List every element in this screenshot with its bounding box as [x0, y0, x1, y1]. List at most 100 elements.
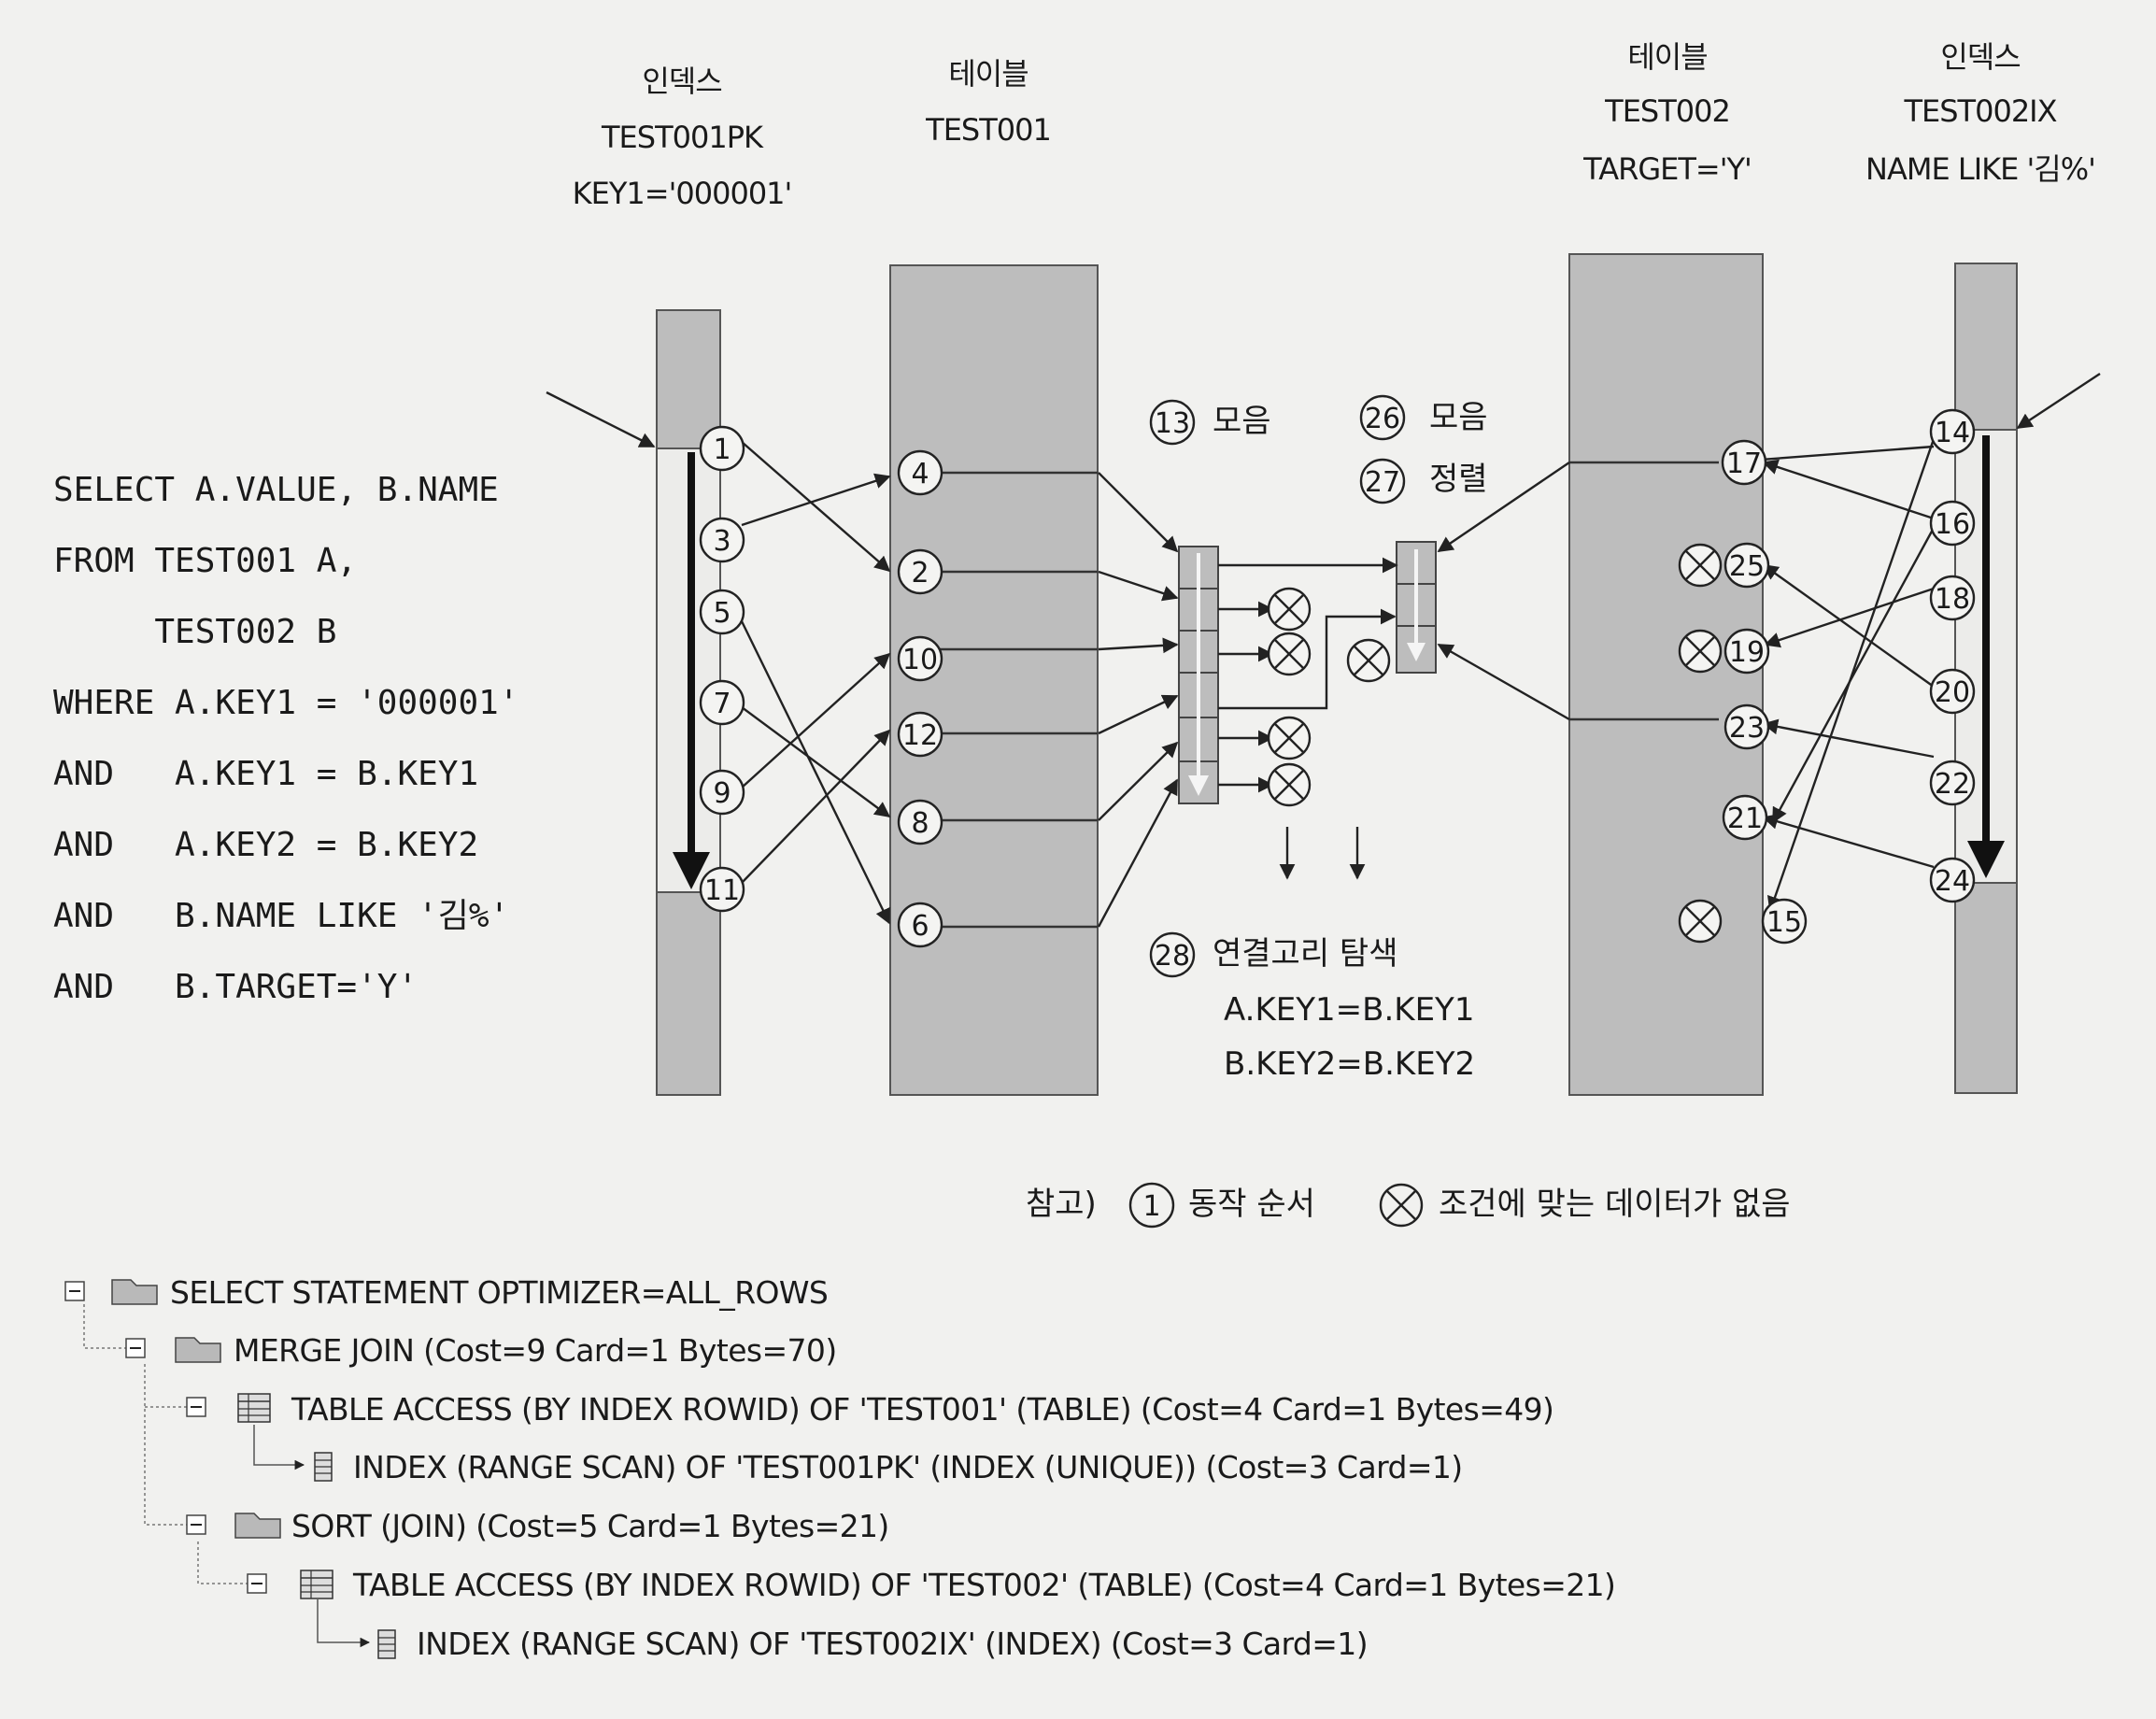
table-icon — [237, 1393, 271, 1423]
header-line: NAME LIKE '김%' — [1865, 151, 2095, 187]
collapse-toggle-icon[interactable] — [247, 1573, 267, 1594]
step-marker: 18 — [1929, 575, 1976, 621]
collapse-toggle-icon[interactable] — [186, 1514, 206, 1535]
step-marker: 20 — [1929, 668, 1976, 715]
collapse-toggle-icon[interactable] — [64, 1281, 85, 1301]
step-circle — [897, 711, 943, 758]
legend-order-label: 동작 순서 — [1188, 1186, 1315, 1223]
header-line: 인덱스 — [642, 64, 721, 99]
step-number: 14 — [1935, 417, 1970, 449]
header-line: TEST001PK — [601, 120, 764, 155]
step-circle — [897, 635, 943, 682]
step-number: 2 — [911, 557, 929, 590]
execution-plan-tree: SELECT STATEMENT OPTIMIZER=ALL_ROWS MERG… — [64, 1274, 1616, 1662]
header-line: 테이블 — [1627, 39, 1707, 75]
step-marker: 6 — [897, 902, 943, 948]
index-icon — [314, 1452, 333, 1482]
label-collect-13: 모음 — [1213, 403, 1271, 440]
label-join-cond-1: A.KEY1=B.KEY1 — [1224, 991, 1474, 1029]
step-marker: 3 — [699, 517, 745, 563]
step-number: 11 — [704, 874, 740, 907]
plan-node-label: TABLE ACCESS (BY INDEX ROWID) OF 'TEST00… — [291, 1391, 1553, 1428]
legend: 참고) 1 동작 순서 조건에 맞는 데이터가 없음 — [1026, 1182, 1791, 1229]
step-marker: 1 — [699, 425, 745, 472]
label-join-cond-2: B.KEY2=B.KEY2 — [1224, 1045, 1475, 1083]
step-circle — [699, 517, 745, 563]
step-circle — [1929, 408, 1976, 455]
no-match-icon — [1678, 899, 1723, 944]
step-number: 4 — [911, 458, 929, 490]
step-marker: 10 — [897, 635, 943, 682]
index-test001pk-bar — [546, 309, 721, 1096]
plan-node-table-access-test001: TABLE ACCESS (BY INDEX ROWID) OF 'TEST00… — [186, 1391, 1554, 1428]
no-match-marks — [1267, 543, 1723, 944]
no-match-icon — [1267, 632, 1312, 676]
access-arrows-test001 — [740, 441, 891, 925]
step-number: 5 — [713, 597, 730, 630]
step-marker: 12 — [897, 711, 943, 758]
collapse-toggle-icon[interactable] — [186, 1397, 206, 1417]
sql-line: FROM TEST001 A, — [53, 542, 357, 580]
header-line: TEST002IX — [1903, 93, 2056, 129]
step-circle — [1761, 898, 1808, 945]
collapse-toggle-icon[interactable] — [125, 1338, 146, 1358]
step-circle — [1149, 399, 1196, 446]
header-line: 테이블 — [948, 56, 1028, 92]
step-number: 15 — [1766, 906, 1802, 939]
step-marker: 19 — [1723, 628, 1770, 675]
step-number: 20 — [1935, 676, 1970, 709]
plan-node-sort-join: SORT (JOIN) (Cost=5 Card=1 Bytes=21) — [186, 1508, 889, 1544]
header-index-test001pk: 인덱스 TEST001PK KEY1='000001' — [573, 64, 793, 211]
collector-left — [1178, 546, 1219, 804]
table-icon — [300, 1570, 333, 1599]
step-number: 24 — [1935, 865, 1970, 898]
step-circle — [897, 449, 943, 496]
step-circle — [1359, 458, 1406, 504]
access-arrows-test002 — [1722, 438, 1936, 913]
step-marker: 16 — [1929, 500, 1976, 547]
step-marker: 22 — [1929, 760, 1976, 806]
folder-icon — [175, 1337, 221, 1363]
label-collect-26: 모음 — [1429, 399, 1488, 436]
no-match-icon — [1346, 638, 1391, 683]
plan-node-label: INDEX (RANGE SCAN) OF 'TEST001PK' (INDEX… — [353, 1449, 1463, 1485]
step-circle — [1929, 857, 1976, 903]
header-line: TEST002 — [1604, 93, 1730, 129]
step-circle — [1929, 575, 1976, 621]
no-match-icon — [1678, 543, 1723, 588]
no-match-icon — [1267, 716, 1312, 760]
collector-right — [1396, 541, 1437, 674]
collect-arrows-right — [1437, 462, 1570, 721]
folder-icon — [111, 1279, 158, 1305]
plan-node-label: MERGE JOIN (Cost=9 Card=1 Bytes=70) — [234, 1332, 837, 1369]
step-marker: 11 — [699, 866, 745, 913]
no-match-icon — [1267, 762, 1312, 807]
sql-line: WHERE A.KEY1 = '000001' — [53, 684, 519, 722]
step-circle — [1723, 628, 1770, 675]
index-test002ix-bar — [1954, 263, 2101, 1094]
plan-node-select-statement: SELECT STATEMENT OPTIMIZER=ALL_ROWS — [64, 1274, 829, 1311]
step-number: 18 — [1935, 583, 1970, 616]
step-number: 16 — [1935, 508, 1970, 541]
step-circle — [699, 769, 745, 816]
sql-line: TEST002 B — [53, 613, 336, 651]
label-sort-27: 정렬 — [1429, 461, 1488, 498]
step-circle — [1723, 542, 1770, 589]
step-circle — [897, 902, 943, 948]
step-number: 23 — [1729, 712, 1765, 745]
step-marker: 4 — [897, 449, 943, 496]
header-line: TEST001 — [925, 112, 1051, 148]
plan-node-index-test001pk: INDEX (RANGE SCAN) OF 'TEST001PK' (INDEX… — [314, 1449, 1463, 1485]
legend-no-match-label: 조건에 맞는 데이터가 없음 — [1439, 1186, 1791, 1223]
index-icon — [377, 1629, 396, 1659]
step-number: 27 — [1365, 466, 1400, 499]
sql-line: AND A.KEY2 = B.KEY2 — [53, 826, 478, 864]
step-number: 13 — [1155, 407, 1190, 440]
step-circle — [1149, 931, 1196, 978]
step-marker: 13 — [1149, 399, 1196, 446]
step-circle — [897, 799, 943, 845]
step-circle — [1929, 500, 1976, 547]
step-number: 21 — [1727, 803, 1763, 835]
